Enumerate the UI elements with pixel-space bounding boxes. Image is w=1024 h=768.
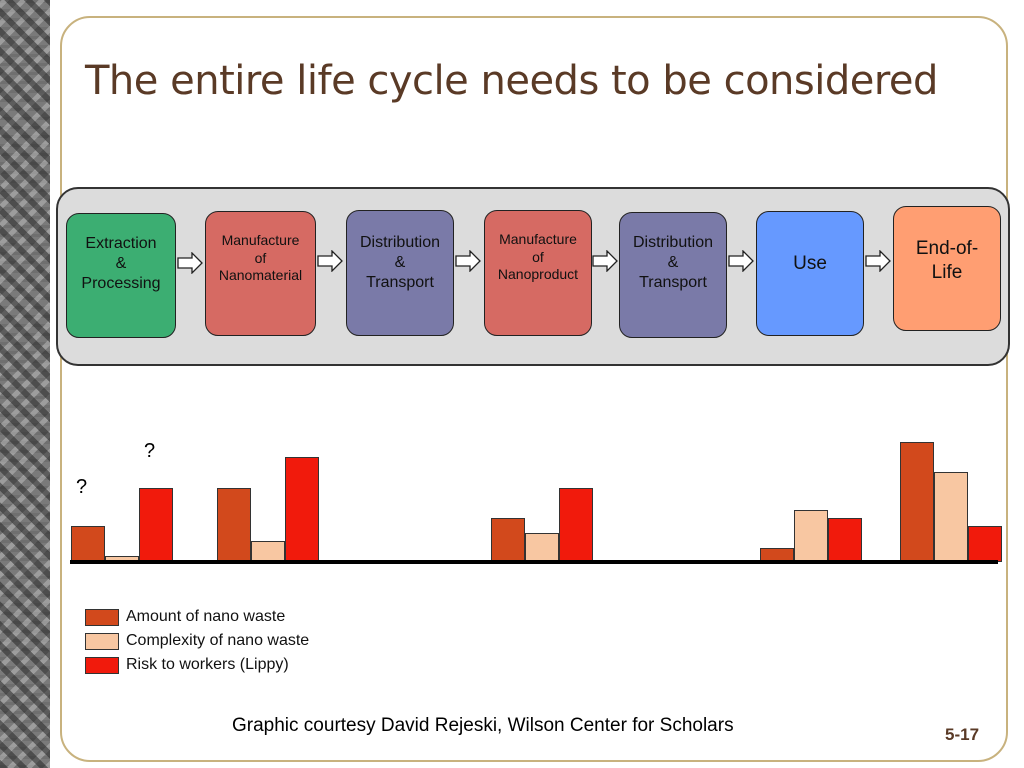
bar-risk-to-workers-1 <box>285 457 319 562</box>
stage-label: End-of- Life <box>915 238 979 283</box>
question-mark-annotation: ? <box>144 440 156 462</box>
legend-swatch <box>85 656 119 674</box>
stage-label: Manufacture of Nanoproduct <box>497 231 579 282</box>
bar-amount-of-nano-waste-6 <box>900 442 934 562</box>
bar-risk-to-workers-0 <box>139 488 173 562</box>
legend-item: Risk to workers (Lippy) <box>85 653 309 677</box>
question-mark-annotation: ? <box>76 476 88 498</box>
stage-label: Use <box>793 253 827 274</box>
legend-item: Amount of nano waste <box>85 605 309 629</box>
slide-title: The entire life cycle needs to be consid… <box>85 58 938 104</box>
bar-complexity-of-nano-waste-3 <box>525 533 559 562</box>
stage-manufacture-nanomaterial: Manufacture of Nanomaterial <box>205 211 316 336</box>
bar-risk-to-workers-5 <box>828 518 862 562</box>
stage-manufacture-nanoproduct: Manufacture of Nanoproduct <box>484 210 592 336</box>
stage-extraction-processing: Extraction & Processing <box>66 213 176 338</box>
bar-amount-of-nano-waste-3 <box>491 518 525 562</box>
flow-arrow-icon <box>455 250 481 272</box>
bar-amount-of-nano-waste-1 <box>217 488 251 562</box>
bar-complexity-of-nano-waste-1 <box>251 541 285 562</box>
bar-complexity-of-nano-waste-5 <box>794 510 828 562</box>
legend-item: Complexity of nano waste <box>85 629 309 653</box>
slide-number: 5-17 <box>945 725 980 744</box>
flow-arrow-icon <box>728 250 754 272</box>
stage-distribution-transport-2: Distribution & Transport <box>619 212 727 338</box>
stage-label: Manufacture of Nanomaterial <box>218 232 303 283</box>
stage-use: Use <box>756 211 864 336</box>
image-credit: Graphic courtesy David Rejeski, Wilson C… <box>232 715 734 736</box>
stage-end-of-life: End-of- Life <box>893 206 1001 331</box>
bar-risk-to-workers-6 <box>968 526 1002 562</box>
bar-amount-of-nano-waste-0 <box>71 526 105 562</box>
stage-label: Distribution & Transport <box>359 234 441 291</box>
legend-swatch <box>85 632 119 650</box>
flow-arrow-icon <box>865 250 891 272</box>
chart-baseline <box>70 560 998 564</box>
bar-complexity-of-nano-waste-6 <box>934 472 968 562</box>
flow-arrow-icon <box>177 252 203 274</box>
bar-risk-to-workers-3 <box>559 488 593 562</box>
legend-label: Complexity of nano waste <box>126 632 310 649</box>
side-texture-strip <box>0 0 50 768</box>
slide-frame <box>60 16 1008 762</box>
flow-arrow-icon <box>317 250 343 272</box>
flow-arrow-icon <box>592 250 618 272</box>
legend-label: Amount of nano waste <box>126 608 286 625</box>
stage-label: Extraction & Processing <box>81 235 161 292</box>
legend-label: Risk to workers (Lippy) <box>126 656 289 673</box>
stage-distribution-transport-1: Distribution & Transport <box>346 210 454 336</box>
chart-legend: Amount of nano waste Complexity of nano … <box>85 605 309 677</box>
stage-label: Distribution & Transport <box>632 234 714 291</box>
legend-swatch <box>85 608 119 626</box>
